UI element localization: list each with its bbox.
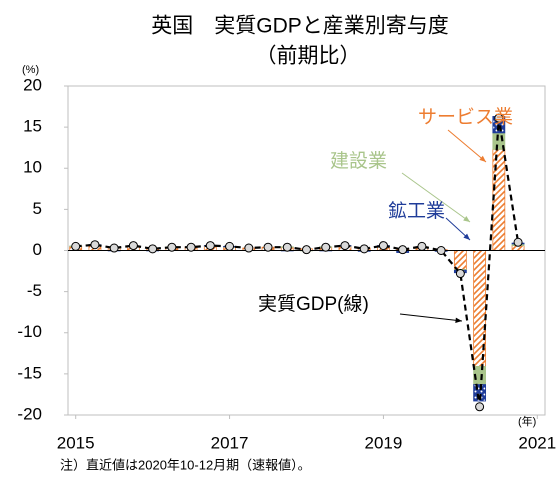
gdp-point xyxy=(263,242,273,252)
y-tick-label: 5 xyxy=(33,199,42,218)
gdp-point xyxy=(398,245,408,255)
label-arrow xyxy=(447,129,487,163)
gdp-point xyxy=(417,241,427,251)
arrow-head xyxy=(463,216,470,222)
gdp-point xyxy=(205,241,215,251)
x-tick-label: 2019 xyxy=(365,433,403,452)
y-tick-label: 15 xyxy=(23,117,42,136)
y-tick-label: -20 xyxy=(17,404,42,423)
gdp-point xyxy=(475,402,485,412)
x-tick-label: 2015 xyxy=(57,433,95,452)
y-tick-label: -15 xyxy=(17,363,42,382)
gdp-point xyxy=(244,243,254,253)
bar-segment xyxy=(453,250,467,270)
gdp-point xyxy=(109,243,119,253)
gdp-point xyxy=(494,113,504,123)
chart-subtitle: （前期比） xyxy=(256,45,361,68)
series-label: 鉱工業 xyxy=(388,200,445,222)
series-label: サービス業 xyxy=(418,106,513,128)
gdp-point xyxy=(359,244,369,254)
gdp-point xyxy=(282,242,292,252)
arrow-head xyxy=(455,317,462,323)
gdp-point xyxy=(225,241,235,251)
y-tick-label: 10 xyxy=(23,158,42,177)
gdp-point xyxy=(302,245,311,255)
arrow-head xyxy=(463,233,470,240)
gdp-point xyxy=(71,241,81,251)
gdp-point xyxy=(513,237,523,247)
gdp-point xyxy=(167,242,177,252)
series-label: 実質GDP(線) xyxy=(258,293,369,315)
gdp-point xyxy=(90,240,100,250)
label-arrow xyxy=(401,172,471,223)
gdp-point xyxy=(436,246,446,255)
x-tick-label: 2021 xyxy=(518,433,556,452)
gdp-point xyxy=(455,269,465,279)
note: 注）直近値は2020年10-12月期（速報値）。 xyxy=(60,457,311,472)
bar-segment xyxy=(492,148,506,251)
chart-title: 英国 実質GDPと産業別寄与度 xyxy=(151,15,449,38)
y-tick-label: 20 xyxy=(23,75,42,94)
gdp-point xyxy=(128,241,138,251)
y-tick-label: -5 xyxy=(27,281,42,300)
y-tick-label: 0 xyxy=(33,240,42,259)
y-unit: (%) xyxy=(22,64,39,76)
label-arrow xyxy=(399,313,463,322)
arrow-head xyxy=(479,155,486,162)
gdp-line xyxy=(75,117,520,407)
x-unit: (年) xyxy=(518,414,536,428)
gdp-point xyxy=(378,241,388,251)
gdp-point xyxy=(340,241,350,251)
series-label: 建設業 xyxy=(330,150,387,172)
gdp-point xyxy=(321,242,331,252)
y-tick-label: -10 xyxy=(17,322,42,341)
gdp-point xyxy=(186,242,196,252)
gdp-point xyxy=(148,244,158,254)
x-tick-label: 2017 xyxy=(211,433,249,452)
